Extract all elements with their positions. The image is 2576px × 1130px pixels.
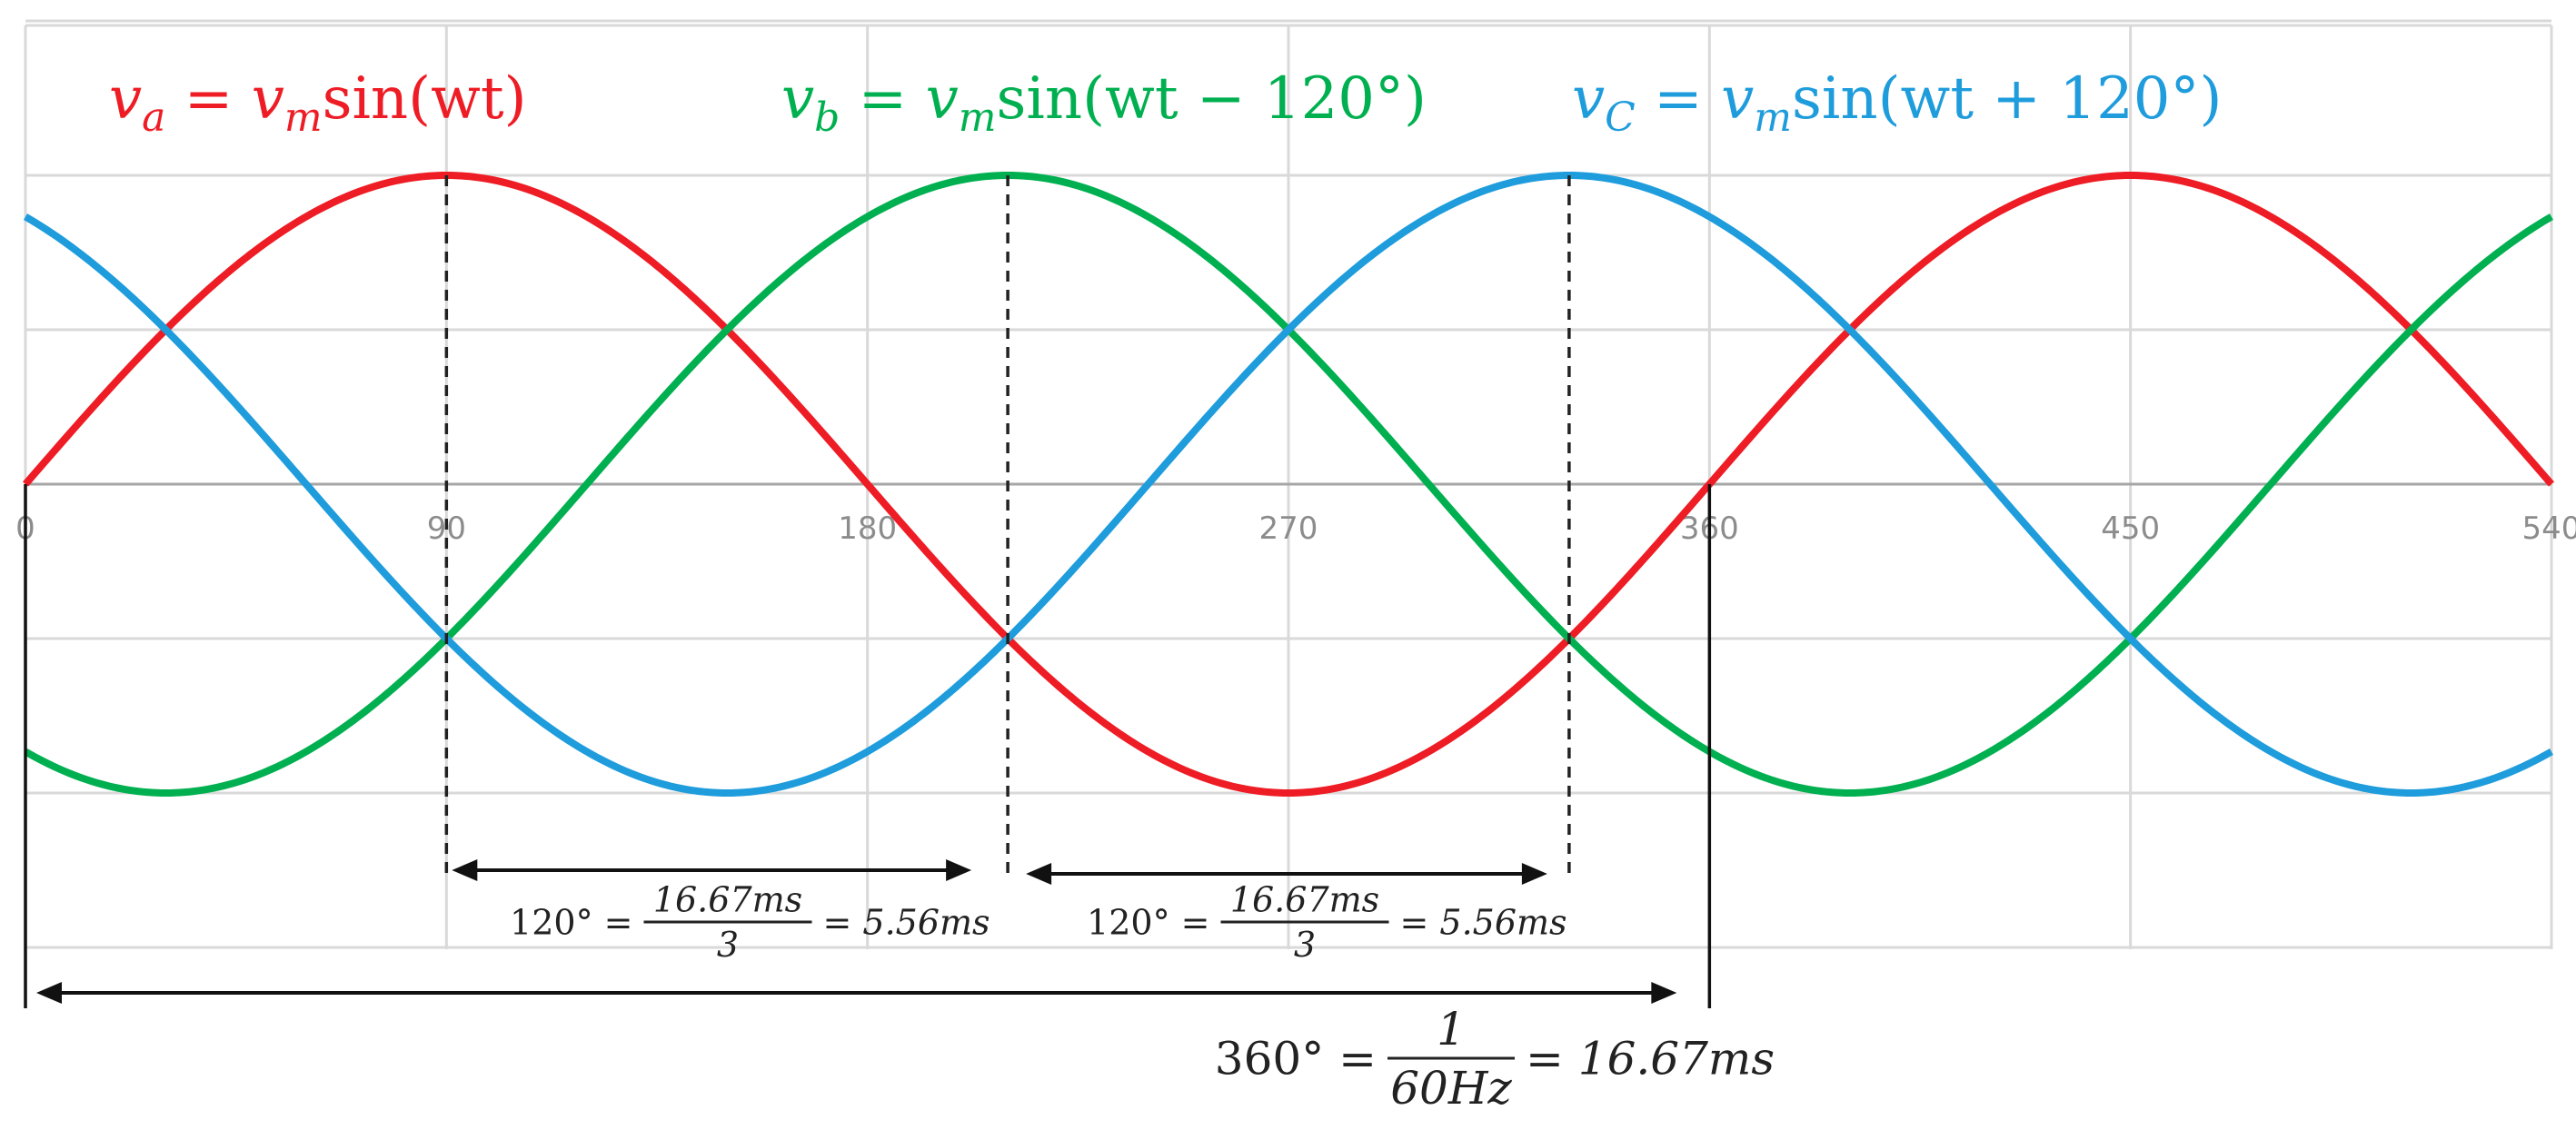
x-tick-label: 270 <box>1259 510 1318 547</box>
span-120-a-numerator: 16.67ms <box>653 880 802 920</box>
x-tick-label: 540 <box>2522 510 2576 547</box>
span-360-arrow-head-left <box>36 982 62 1004</box>
span-120-b-denominator: 3 <box>1294 925 1316 965</box>
span-120-a-lhs: 120° = <box>510 902 632 942</box>
span-360-arrow-head-right <box>1651 982 1677 1004</box>
x-tick-labels: 090180270360450540 <box>15 510 2576 547</box>
x-tick-label: 180 <box>838 510 897 547</box>
legend-formulas: va = vmsin(wt) vb = vmsin(wt − 120°) vC = … <box>109 65 2222 141</box>
span-360-denominator: 60Hz <box>1390 1062 1512 1115</box>
span-120-b-numerator: 16.67ms <box>1230 880 1379 920</box>
span-360-lhs: 360° = <box>1215 1033 1377 1085</box>
span-120-b-lhs: 120° = <box>1087 902 1209 942</box>
legend-formula-vc: vC = vmsin(wt + 120°) <box>1572 65 2222 141</box>
span-360-rhs: = 16.67ms <box>1526 1033 1775 1085</box>
x-tick-label: 450 <box>2101 510 2160 547</box>
legend-formula-vb: vb = vmsin(wt − 120°) <box>781 65 1427 141</box>
span-120-a-rhs: = 5.56ms <box>823 902 990 942</box>
span-360-numerator: 1 <box>1437 1003 1466 1056</box>
span-120-a-arrow-head-right <box>946 859 972 881</box>
span-120-a-arrow-head-left <box>452 859 478 881</box>
span-120-a-denominator: 3 <box>717 925 739 965</box>
span-120-b-arrow-head-left <box>1026 863 1052 885</box>
span-120-b-arrow-head-right <box>1521 863 1547 885</box>
phase-markers <box>24 175 1712 1008</box>
legend-formula-va: va = vmsin(wt) <box>109 65 527 141</box>
period-annotations: 120° = 16.67ms 3 = 5.56ms 120° = 16.67ms 3 = 5.… <box>36 859 1775 1115</box>
span-120-b-rhs: = 5.56ms <box>1400 902 1567 942</box>
